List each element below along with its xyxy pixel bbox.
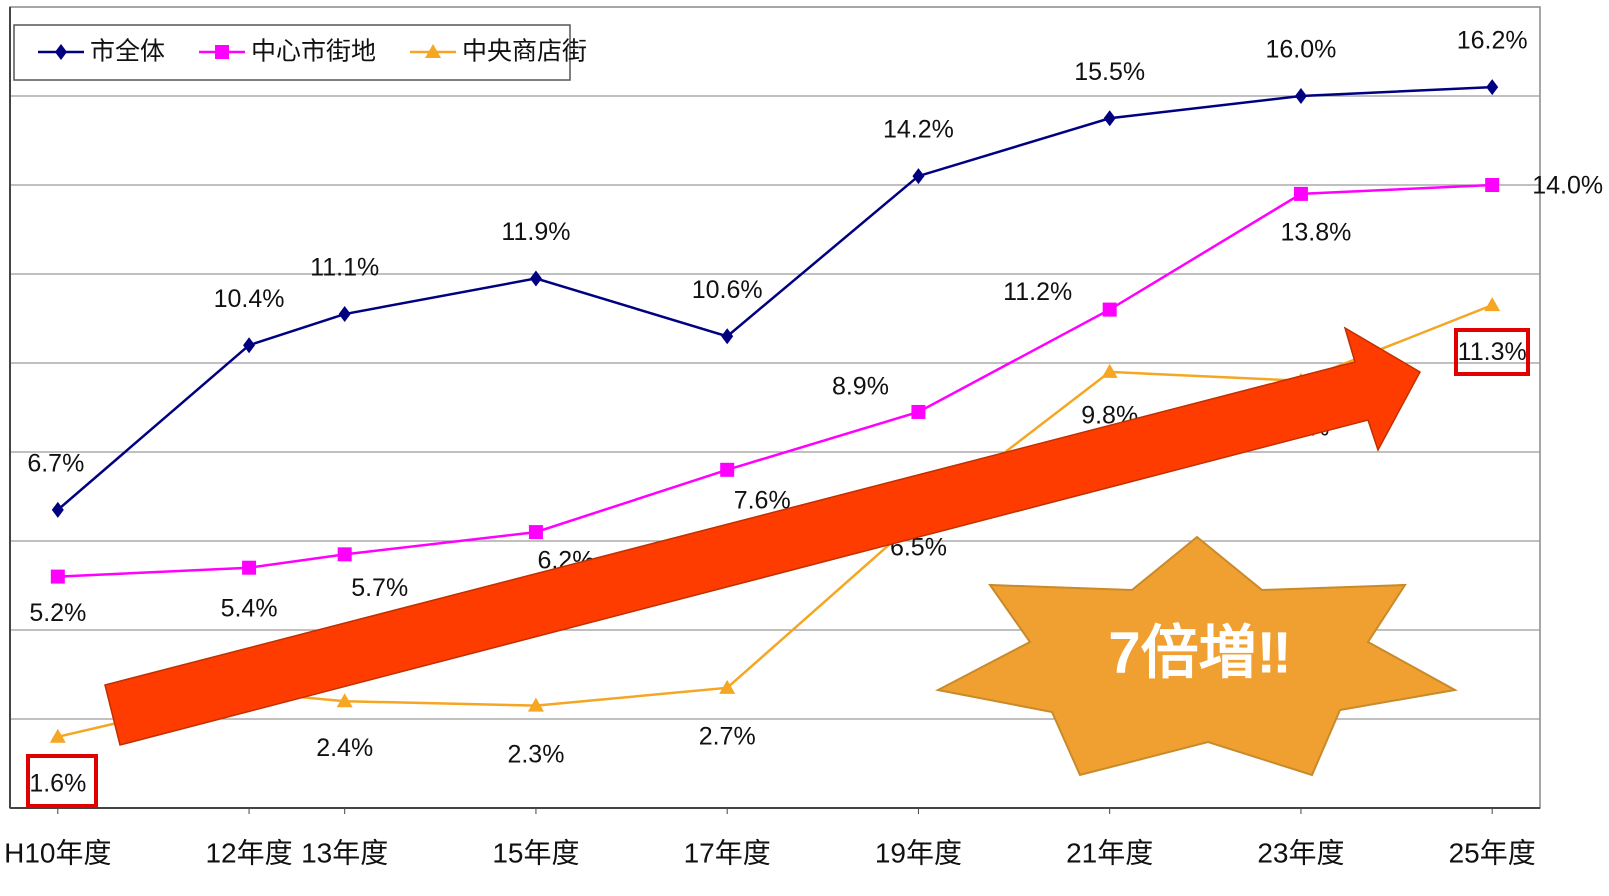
- legend: 市全体 中心市街地 中央商店街: [13, 24, 587, 81]
- marker: [721, 328, 734, 345]
- data-label: 10.6%: [692, 276, 763, 304]
- data-label: 10.4%: [214, 285, 285, 313]
- marker: [50, 569, 65, 584]
- data-label: 11.3%: [1458, 338, 1527, 366]
- marker: [242, 560, 257, 575]
- data-label: 2.4%: [316, 734, 373, 762]
- marker: [1484, 297, 1501, 312]
- legend-label: 中央商店街: [462, 38, 587, 66]
- x-tick-label: 25年度: [1449, 837, 1536, 868]
- x-tick-label: H10年度: [4, 837, 111, 868]
- legend-box: [13, 24, 571, 81]
- marker: [1103, 110, 1116, 127]
- x-tick-label: 21年度: [1066, 837, 1153, 868]
- marker: [1294, 88, 1307, 104]
- marker: [527, 697, 544, 712]
- data-label: 5.2%: [29, 599, 86, 627]
- highlight-box: [1454, 328, 1530, 376]
- data-label: 1.6%: [29, 769, 86, 797]
- marker: [338, 306, 351, 323]
- star-badge: [934, 535, 1458, 777]
- data-label: 11.1%: [310, 254, 379, 282]
- data-label: 14.2%: [883, 116, 954, 144]
- x-tick-label: 23年度: [1257, 837, 1344, 868]
- data-label: 11.2%: [1003, 278, 1072, 306]
- legend-marker: [215, 45, 230, 59]
- data-label: 15.5%: [1074, 58, 1145, 86]
- marker: [529, 270, 542, 287]
- data-label: 2.3%: [507, 740, 564, 768]
- marker: [243, 337, 256, 354]
- marker: [911, 404, 926, 419]
- data-label: 8.9%: [832, 373, 889, 401]
- x-tick-label: 13年度: [301, 837, 388, 868]
- data-label: 16.2%: [1457, 27, 1528, 55]
- x-tick-label: 12年度: [205, 837, 292, 868]
- marker: [336, 693, 353, 708]
- marker: [1102, 302, 1117, 317]
- data-label: 2.7%: [699, 722, 756, 750]
- x-tick-label: 15年度: [492, 837, 579, 868]
- data-label: 14.0%: [1532, 172, 1603, 200]
- marker: [1293, 186, 1308, 201]
- marker: [1101, 363, 1118, 378]
- marker: [528, 525, 543, 540]
- highlight-box: [26, 754, 98, 808]
- data-label: 11.9%: [501, 218, 570, 246]
- annotation: 7倍増‼: [1108, 620, 1291, 685]
- data-label: 16.0%: [1265, 36, 1336, 64]
- legend-marker: [55, 44, 67, 60]
- marker: [1486, 79, 1499, 96]
- data-label: 5.4%: [221, 594, 278, 622]
- marker: [1485, 178, 1500, 192]
- trend-arrow: [104, 326, 1422, 746]
- marker: [912, 168, 925, 185]
- data-label: 6.7%: [27, 449, 84, 477]
- legend-marker: [425, 44, 442, 58]
- marker: [720, 462, 735, 477]
- data-label: 5.7%: [351, 574, 408, 602]
- data-label: 13.8%: [1280, 219, 1351, 247]
- marker: [49, 728, 66, 743]
- legend-label: 市全体: [90, 38, 165, 66]
- marker: [51, 501, 64, 518]
- marker: [719, 679, 736, 694]
- marker: [337, 547, 352, 562]
- x-tick-label: 17年度: [684, 837, 771, 868]
- legend-label: 中心市街地: [251, 38, 376, 66]
- x-tick-label: 19年度: [875, 837, 962, 868]
